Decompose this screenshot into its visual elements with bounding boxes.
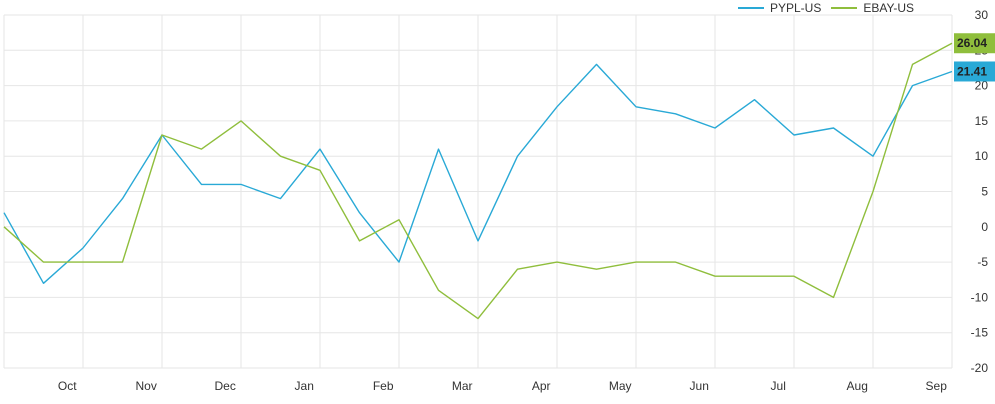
last-value-badge-pypl-us [954,61,995,82]
y-tick-label: 30 [975,8,989,22]
x-tick-label: Mar [452,379,473,393]
series-line-ebay-us [3,42,953,320]
x-tick-label: Feb [373,379,394,393]
legend-item-pypl[interactable]: PYPL-US [738,1,821,15]
y-tick-label: 10 [975,149,989,163]
y-tick-label: 0 [981,220,988,234]
last-value-badges: 21.41 26.04 [954,33,995,82]
x-tick-label: May [609,379,632,393]
legend-swatch-ebay [831,7,858,9]
y-tick-label: 20 [975,79,989,93]
x-tick-label: Apr [532,379,551,393]
legend-label-ebay: EBAY-US [863,1,915,15]
x-tick-label: Jul [771,379,786,393]
x-tick-label: Nov [136,379,157,393]
x-tick-label: Jun [690,379,709,393]
last-value-text-pypl-us: 21.41 [957,64,987,78]
x-axis-ticks: Oct Nov Dec Jan Feb Mar Apr May Jun Jul Aug Sep [58,379,947,393]
last-value-badge-ebay-us [954,33,995,54]
last-value-text-ebay-us: 26.04 [957,36,987,50]
series-lines [3,42,953,320]
y-tick-label: -5 [977,255,988,269]
x-tick-label: Dec [215,379,236,393]
legend-item-ebay[interactable]: EBAY-US [831,1,914,15]
x-tick-label: Oct [58,379,77,393]
y-tick-label: -10 [971,290,989,304]
grid [3,14,953,369]
x-tick-label: Aug [847,379,868,393]
legend-swatch-pypl [738,7,764,9]
x-tick-label: Sep [926,379,948,393]
y-tick-label: 15 [975,114,989,128]
y-tick-label: 5 [981,185,988,199]
y-axis-ticks: 302520151050-5-10-15-20 [971,8,989,375]
y-tick-label: -20 [971,361,989,375]
legend: PYPL-US EBAY-US [738,0,924,16]
y-tick-label: -15 [971,326,989,340]
x-tick-label: Jan [295,379,314,393]
legend-label-pypl: PYPL-US [770,1,822,15]
